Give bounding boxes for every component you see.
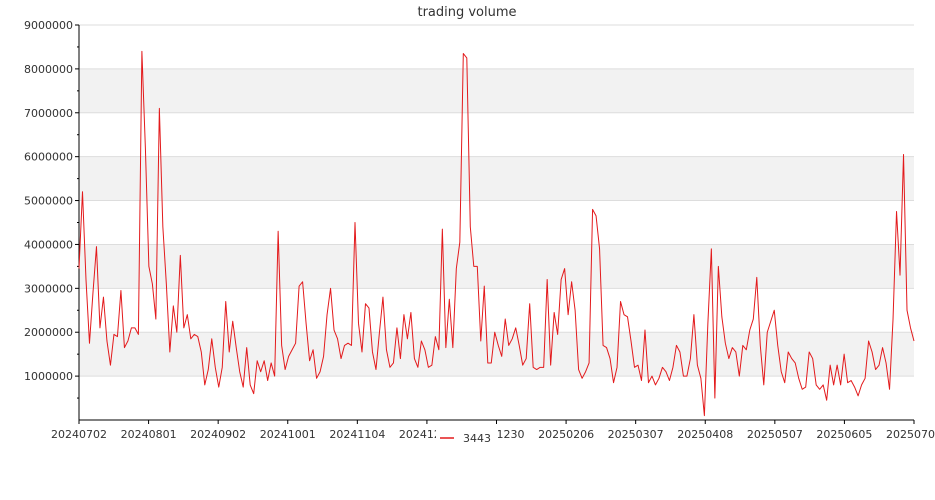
x-tick-label: 20250408 bbox=[677, 428, 733, 441]
y-tick-label: 8000000 bbox=[24, 63, 73, 76]
x-tick-label: 20241001 bbox=[260, 428, 316, 441]
series-layer bbox=[78, 50, 915, 417]
grid-band bbox=[79, 244, 914, 289]
x-tick-label: 20241104 bbox=[329, 428, 385, 441]
y-tick-label: 2000000 bbox=[24, 326, 73, 339]
y-axis-ticks: 1000000 2000000 3000000 4000000 5000000 60000… bbox=[24, 19, 79, 399]
x-tick-label: 20240902 bbox=[190, 428, 246, 441]
y-tick-label: 4000000 bbox=[24, 238, 73, 251]
legend[interactable]: 3443 bbox=[436, 429, 498, 447]
x-tick-label: 20250307 bbox=[608, 428, 664, 441]
x-tick-label: 20250605 bbox=[816, 428, 872, 441]
grid-lines bbox=[79, 24, 914, 377]
y-tick-label: 1000000 bbox=[24, 370, 73, 383]
x-tick-label: 20250206 bbox=[538, 428, 594, 441]
legend-background bbox=[436, 429, 498, 447]
y-tick-label: 6000000 bbox=[24, 151, 73, 164]
y-tick-label: 5000000 bbox=[24, 195, 73, 208]
x-tick-label: 20240702 bbox=[51, 428, 107, 441]
series-line[interactable] bbox=[78, 50, 915, 417]
y-tick-label: 7000000 bbox=[24, 107, 73, 120]
y-tick-label: 9000000 bbox=[24, 19, 73, 32]
grid-band bbox=[79, 68, 914, 113]
x-tick-label: 20250507 bbox=[747, 428, 803, 441]
grid-band bbox=[79, 156, 914, 201]
legend-label: 3443 bbox=[463, 432, 491, 445]
x-tick-label: 20240801 bbox=[121, 428, 177, 441]
y-tick-label: 3000000 bbox=[24, 282, 73, 295]
x-tick-label: 20250704 bbox=[886, 428, 935, 441]
grid-bands bbox=[79, 68, 914, 377]
chart-title: trading volume bbox=[417, 5, 516, 20]
